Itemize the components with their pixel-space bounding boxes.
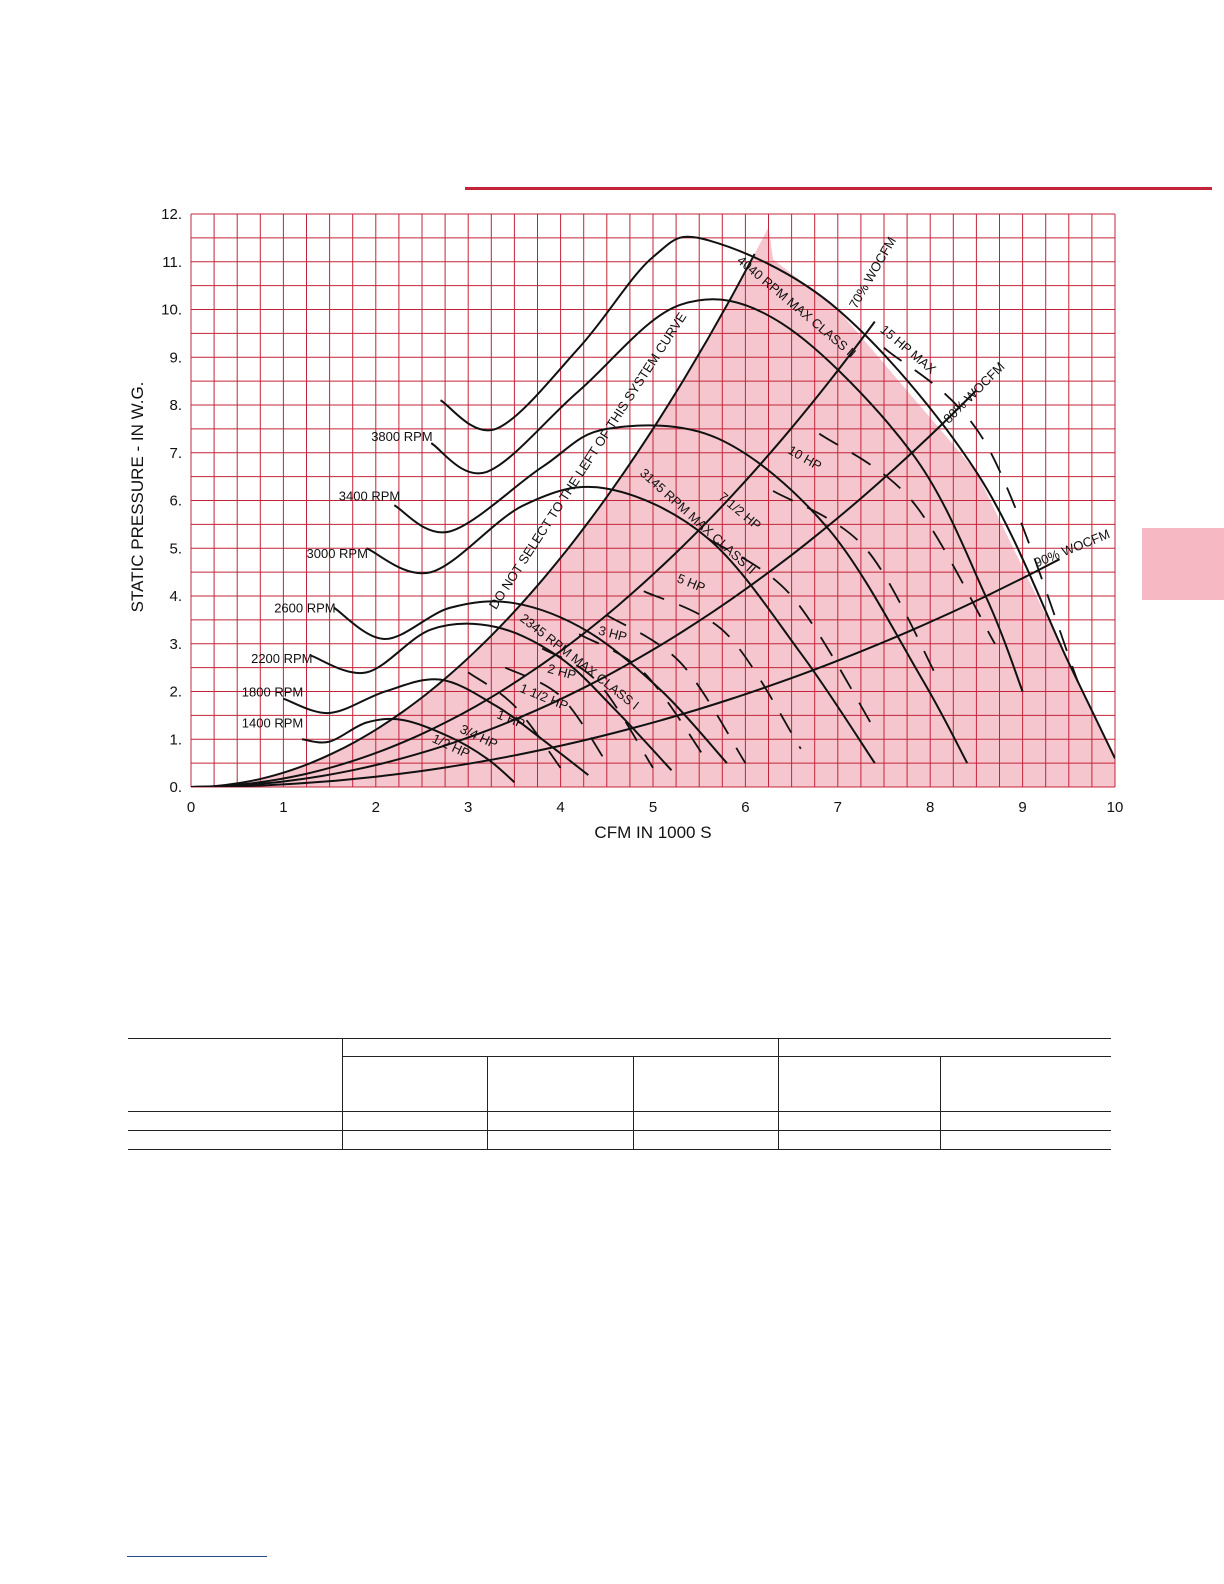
- rpm-label: 3000 RPM: [307, 546, 368, 561]
- rpm-curve: [333, 600, 728, 764]
- table-rule-header: [128, 1111, 1111, 1112]
- table-col-divider: [633, 1056, 634, 1149]
- x-tick-label: 3: [464, 799, 472, 816]
- table-col-divider: [778, 1038, 779, 1149]
- rpm-curve: [301, 717, 516, 783]
- rpm-label: 2600 RPM: [274, 601, 335, 616]
- curve-annotation: 70% WOCFM: [846, 234, 899, 311]
- hp-curve: [467, 671, 562, 769]
- rpm-curve: [310, 622, 673, 771]
- hp-curve: [818, 432, 996, 645]
- table-rule-bottom: [128, 1149, 1111, 1150]
- y-tick-label: 2.: [169, 684, 182, 701]
- x-tick-label: 0: [187, 799, 195, 816]
- hp-curve: [504, 666, 608, 764]
- system-curve: [191, 389, 978, 787]
- fan-performance-chart: 0 1 2 3 4 5 6 7 8 9 10 0. 1. 2. 3. 4. 5. 6. 7. 8. 9. 10. 11. 1…: [128, 206, 1124, 842]
- y-axis-title: STATIC PRESSURE - IN W.G.: [128, 382, 147, 613]
- y-tick-label: 4.: [169, 588, 182, 605]
- x-tick-label: 9: [1018, 799, 1026, 816]
- y-tick-label: 3.: [169, 636, 182, 653]
- section-tab: [1142, 528, 1224, 600]
- rpm-label: 1800 RPM: [242, 684, 303, 699]
- rpm-curve: [430, 298, 1024, 692]
- curve-annotation: 3 HP: [597, 623, 629, 645]
- x-tick-label: 7: [834, 799, 842, 816]
- hp-curve: [578, 633, 710, 764]
- table-rule-group: [342, 1056, 1111, 1057]
- table-col-divider: [487, 1056, 488, 1149]
- rpm-curve: [366, 485, 876, 764]
- rpm-label: 3800 RPM: [371, 429, 432, 444]
- x-tick-label: 10: [1107, 799, 1124, 816]
- table-col-divider: [940, 1056, 941, 1149]
- x-tick-label: 2: [372, 799, 380, 816]
- y-tick-label: 8.: [169, 397, 182, 414]
- table-rule-row: [128, 1130, 1111, 1131]
- x-tick-label: 4: [556, 799, 564, 816]
- x-axis-title: CFM IN 1000 S: [594, 823, 711, 842]
- x-tick-label: 6: [741, 799, 749, 816]
- x-tick-label: 1: [279, 799, 287, 816]
- table-col-divider: [342, 1038, 343, 1149]
- curve-annotation: 80% WOCFM: [940, 359, 1007, 426]
- y-tick-label: 5.: [169, 540, 182, 557]
- hp-curve: [772, 490, 941, 683]
- y-tick-label: 11.: [162, 254, 182, 271]
- curve-annotation: 2 HP: [546, 661, 578, 683]
- y-tick-label: 7.: [169, 445, 182, 462]
- hp-curve: [541, 647, 654, 769]
- y-tick-label: 10.: [161, 302, 182, 319]
- x-tick-label: 8: [926, 799, 934, 816]
- table-rule-top: [128, 1038, 1111, 1039]
- rpm-curve: [283, 678, 589, 776]
- y-tick-label: 12.: [161, 206, 182, 223]
- footer-rule: [127, 1556, 267, 1557]
- y-tick-label: 9.: [169, 349, 182, 366]
- y-tick-label: 6.: [169, 493, 182, 510]
- x-tick-label: 5: [649, 799, 657, 816]
- rpm-label: 1400 RPM: [242, 715, 303, 730]
- system-curve: [191, 253, 756, 787]
- hp-curve: [643, 590, 802, 750]
- rpm-label: 2200 RPM: [251, 651, 312, 666]
- rpm-curve: [439, 235, 1115, 759]
- hp-curve: [883, 347, 1079, 683]
- y-tick-label: 1.: [169, 731, 182, 748]
- rpm-label: 3400 RPM: [339, 489, 400, 504]
- y-tick-label: 0.: [169, 779, 182, 796]
- rpm-curve: [393, 424, 969, 764]
- header-rule: [465, 187, 1212, 190]
- hp-curve: [606, 614, 747, 764]
- system-curve: [191, 558, 1061, 787]
